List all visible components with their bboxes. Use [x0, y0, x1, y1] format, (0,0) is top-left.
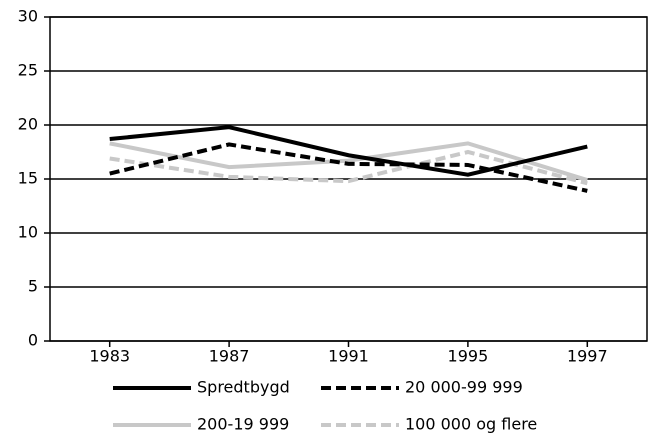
series-line: [109, 141, 588, 182]
y-tick-label: 10: [18, 223, 38, 242]
y-tick-label: 15: [18, 169, 38, 188]
x-tick-label: 1997: [567, 347, 608, 366]
x-tick-label: 1983: [89, 347, 130, 366]
y-tick-label: 0: [28, 331, 38, 350]
legend-label: 20 000-99 999: [405, 378, 523, 397]
y-tick-label: 5: [28, 277, 38, 296]
x-tick-label: 1995: [448, 347, 489, 366]
y-tick-label: 30: [18, 7, 38, 26]
y-tick-label: 25: [18, 61, 38, 80]
legend-label: 100 000 og flere: [405, 415, 537, 434]
y-tick-label: 20: [18, 115, 38, 134]
series-line: [109, 142, 588, 193]
legend-label: Spredtbygd: [197, 378, 290, 397]
series-line: [109, 125, 588, 177]
series-line: [109, 149, 588, 186]
x-tick-label: 1991: [328, 347, 369, 366]
x-tick-label: 1987: [209, 347, 250, 366]
legend-label: 200-19 999: [197, 415, 289, 434]
